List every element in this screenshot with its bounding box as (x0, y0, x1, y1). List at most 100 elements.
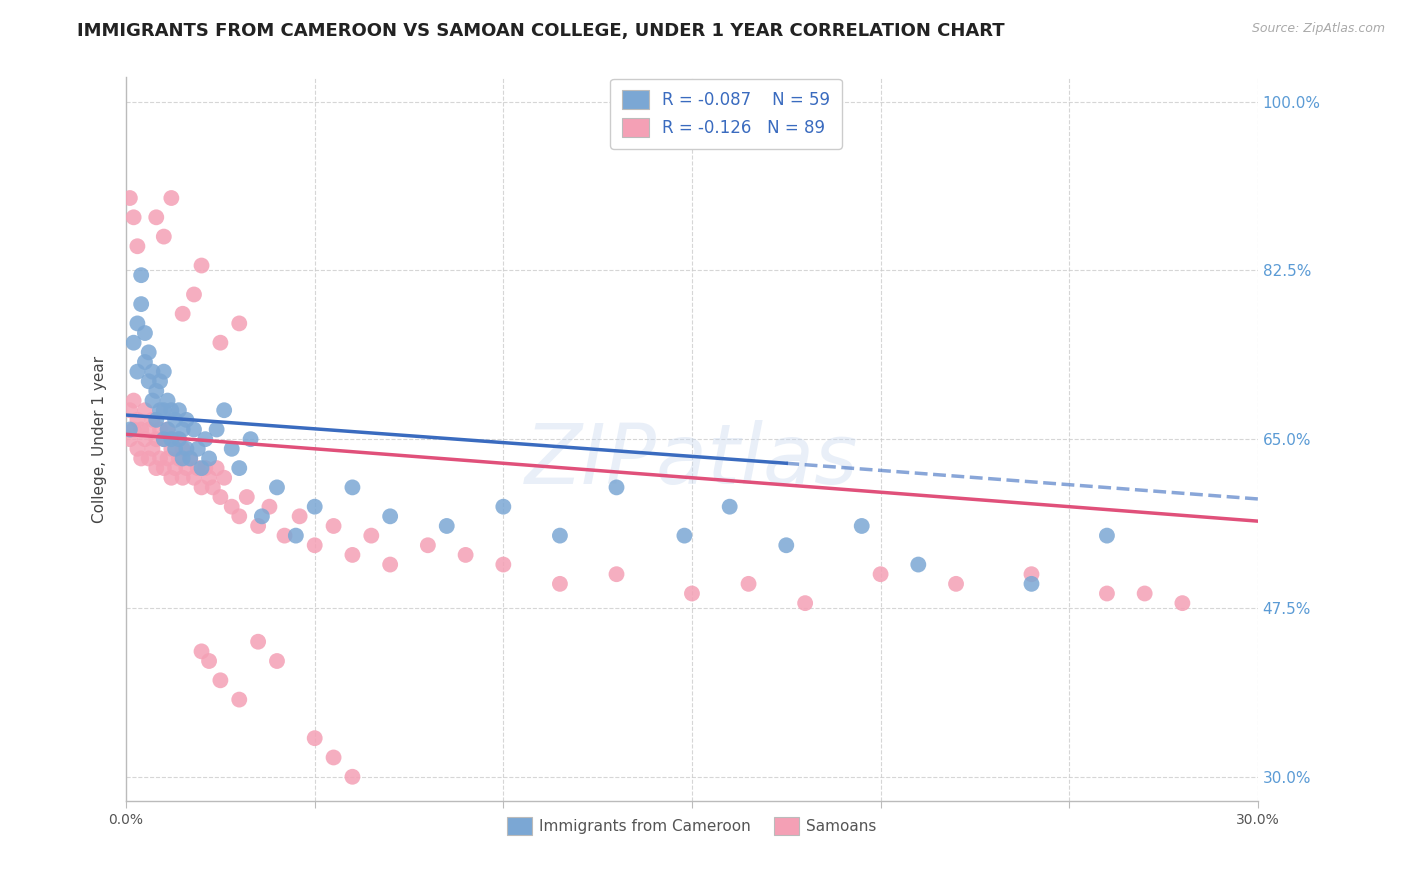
Point (134, 432, 156, 446)
Point (284, 528, 307, 542)
Point (228, 509, 250, 524)
Point (129, 297, 152, 311)
Point (212, 471, 235, 485)
Point (153, 229, 176, 244)
Point (198, 451, 221, 466)
Point (454, 548, 477, 562)
Point (187, 461, 209, 475)
Point (138, 451, 160, 466)
Point (167, 451, 190, 466)
Point (160, 471, 183, 485)
Point (378, 509, 401, 524)
Text: IMMIGRANTS FROM CAMEROON VS SAMOAN COLLEGE, UNDER 1 YEAR CORRELATION CHART: IMMIGRANTS FROM CAMEROON VS SAMOAN COLLE… (77, 22, 1005, 40)
Point (247, 634, 270, 648)
Point (228, 317, 250, 331)
Point (794, 596, 817, 610)
Point (718, 500, 741, 514)
Point (212, 403, 235, 417)
Point (907, 558, 929, 572)
Point (548, 528, 571, 542)
Point (127, 442, 149, 456)
Point (167, 432, 190, 446)
Point (548, 577, 571, 591)
Point (156, 451, 179, 466)
Point (322, 519, 344, 533)
Point (1133, 586, 1156, 600)
Point (190, 480, 212, 494)
Point (273, 528, 295, 542)
Point (149, 374, 172, 388)
Point (122, 211, 145, 225)
Point (288, 509, 311, 524)
Point (118, 191, 141, 205)
Point (198, 471, 221, 485)
Point (160, 191, 183, 205)
Point (322, 750, 344, 764)
Point (138, 345, 160, 359)
Point (118, 432, 141, 446)
Point (153, 365, 176, 379)
Point (176, 461, 198, 475)
Point (259, 500, 281, 514)
Point (239, 432, 262, 446)
Point (236, 490, 259, 504)
Point (436, 519, 458, 533)
Point (221, 500, 243, 514)
Point (209, 490, 232, 504)
Point (266, 654, 288, 668)
Point (145, 211, 167, 225)
Point (149, 423, 172, 437)
Point (122, 393, 145, 408)
Point (129, 268, 152, 282)
Point (416, 538, 439, 552)
Point (209, 673, 232, 688)
Point (342, 770, 364, 784)
Point (145, 413, 167, 427)
Point (228, 692, 250, 706)
Point (134, 403, 156, 417)
Point (673, 528, 696, 542)
Point (183, 471, 205, 485)
Point (145, 432, 167, 446)
Point (1095, 586, 1118, 600)
Point (153, 461, 176, 475)
Point (165, 442, 187, 456)
Point (1021, 577, 1043, 591)
Point (247, 519, 270, 533)
Point (118, 403, 141, 417)
Point (205, 461, 228, 475)
Point (187, 442, 209, 456)
Point (194, 432, 217, 446)
Point (149, 451, 172, 466)
Point (201, 480, 224, 494)
Point (190, 461, 212, 475)
Point (129, 451, 152, 466)
Point (183, 423, 205, 437)
Point (172, 307, 194, 321)
Point (145, 461, 167, 475)
Text: ZIPatlas: ZIPatlas (526, 420, 859, 501)
Point (127, 413, 149, 427)
Point (156, 393, 179, 408)
Point (172, 471, 194, 485)
Point (141, 393, 163, 408)
Point (342, 548, 364, 562)
Y-axis label: College, Under 1 year: College, Under 1 year (93, 356, 107, 523)
Point (153, 432, 176, 446)
Point (122, 423, 145, 437)
Point (205, 423, 228, 437)
Point (266, 480, 288, 494)
Point (167, 403, 190, 417)
Point (605, 567, 627, 582)
Point (141, 365, 163, 379)
Point (167, 432, 190, 446)
Point (134, 326, 156, 340)
Point (160, 432, 183, 446)
Text: Source: ZipAtlas.com: Source: ZipAtlas.com (1251, 22, 1385, 36)
Point (360, 528, 382, 542)
Point (160, 442, 183, 456)
Point (156, 423, 179, 437)
Point (149, 403, 172, 417)
Point (118, 423, 141, 437)
Point (183, 287, 205, 301)
